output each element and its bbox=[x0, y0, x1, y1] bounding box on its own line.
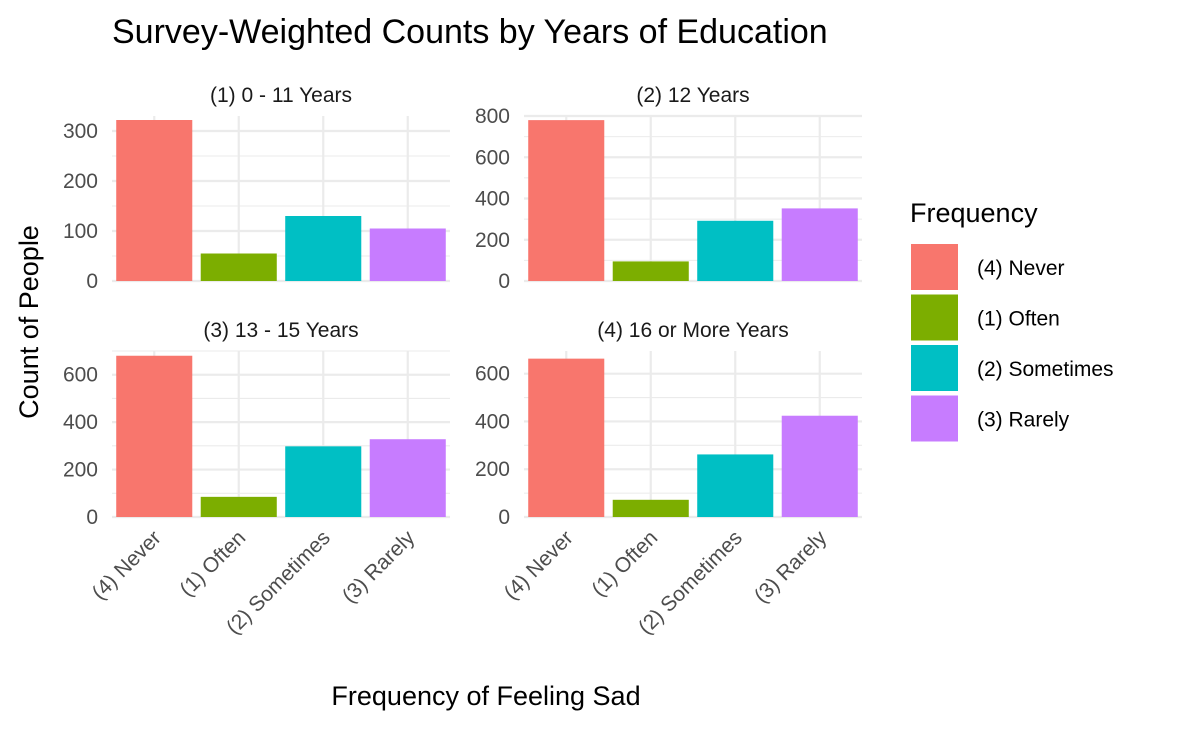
y-tick-label: 300 bbox=[63, 120, 98, 143]
facet-title: (1) 0 - 11 Years bbox=[210, 84, 352, 107]
bar bbox=[781, 415, 858, 517]
legend: Frequency (4) Never (1) Often (2) Sometime… bbox=[910, 198, 1114, 442]
bar bbox=[116, 120, 193, 281]
bar bbox=[612, 261, 689, 281]
bar bbox=[116, 355, 193, 517]
facet-title: (2) 12 Years bbox=[636, 84, 749, 107]
y-tick-label: 600 bbox=[63, 364, 98, 387]
y-tick-label: 600 bbox=[475, 146, 510, 169]
chart-title: Survey-Weighted Counts by Years of Educa… bbox=[112, 13, 828, 51]
bar bbox=[200, 253, 277, 281]
x-tick-label: (1) Often bbox=[175, 526, 250, 601]
facet-panel: (1) 0 - 11 Years 0 100 200 300 bbox=[63, 84, 450, 293]
bar bbox=[612, 499, 689, 517]
y-tick-label: 0 bbox=[498, 506, 510, 529]
bar bbox=[781, 208, 858, 281]
bar bbox=[285, 446, 362, 517]
y-tick-label: 400 bbox=[63, 411, 98, 434]
bar bbox=[369, 228, 446, 281]
bar bbox=[369, 439, 446, 517]
x-tick-label: (4) Never bbox=[88, 526, 166, 604]
facet-panel: (3) 13 - 15 Years 0 200 400 600 (4) Never (1) … bbox=[63, 319, 450, 639]
legend-label: (2) Sometimes bbox=[977, 358, 1114, 381]
x-tick-label: (3) Rarely bbox=[338, 526, 420, 608]
facet-panel: (2) 12 Years 0 200 400 600 800 bbox=[475, 84, 862, 293]
legend-label: (1) Often bbox=[977, 308, 1060, 331]
bar bbox=[528, 358, 605, 517]
legend-title: Frequency bbox=[910, 198, 1038, 228]
bar bbox=[200, 496, 277, 517]
y-tick-label: 200 bbox=[63, 459, 98, 482]
y-tick-label: 200 bbox=[475, 458, 510, 481]
y-tick-label: 600 bbox=[475, 363, 510, 386]
bar bbox=[528, 120, 605, 281]
facet-title: (3) 13 - 15 Years bbox=[203, 319, 358, 342]
bar bbox=[697, 220, 774, 281]
legend-label: (4) Never bbox=[977, 257, 1065, 280]
x-tick-label: (3) Rarely bbox=[750, 526, 832, 608]
x-axis-title: Frequency of Feeling Sad bbox=[331, 681, 640, 711]
bar bbox=[697, 454, 774, 517]
legend-key bbox=[911, 395, 958, 442]
y-axis-title: Count of People bbox=[14, 225, 44, 419]
y-tick-label: 200 bbox=[475, 229, 510, 252]
x-tick-label: (4) Never bbox=[500, 526, 578, 604]
legend-label: (3) Rarely bbox=[977, 409, 1070, 432]
y-tick-label: 0 bbox=[86, 270, 98, 293]
x-tick-label: (1) Often bbox=[587, 526, 662, 601]
y-tick-label: 200 bbox=[63, 170, 98, 193]
y-tick-label: 0 bbox=[498, 270, 510, 293]
y-tick-label: 400 bbox=[475, 188, 510, 211]
facet-title: (4) 16 or More Years bbox=[597, 319, 788, 342]
y-tick-label: 400 bbox=[475, 410, 510, 433]
legend-key bbox=[911, 294, 958, 341]
y-tick-label: 0 bbox=[86, 506, 98, 529]
y-tick-label: 800 bbox=[475, 105, 510, 128]
legend-key bbox=[911, 345, 958, 391]
legend-key bbox=[911, 244, 958, 290]
y-tick-label: 100 bbox=[63, 220, 98, 243]
panels-layer: (1) 0 - 11 Years 0 100 200 300 (2) 12 Years 0 2… bbox=[63, 84, 862, 639]
bar bbox=[285, 216, 362, 281]
